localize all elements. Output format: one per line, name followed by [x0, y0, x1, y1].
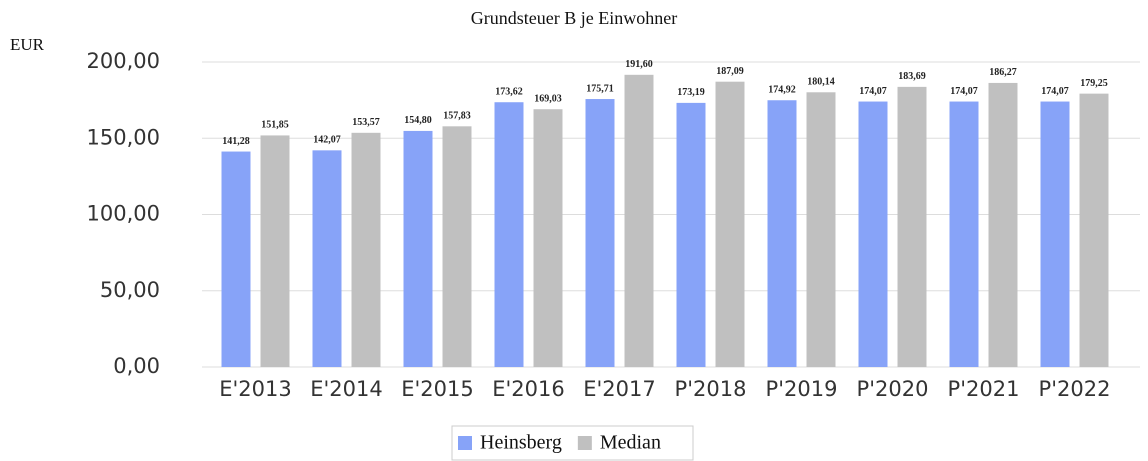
bar — [442, 126, 472, 367]
bar — [221, 151, 251, 367]
legend-box — [451, 425, 694, 461]
value-label: 174,92 — [768, 85, 796, 96]
bar — [715, 81, 745, 368]
value-label: 151,85 — [261, 120, 289, 131]
legend-label: Heinsberg — [480, 432, 562, 454]
value-label: 179,25 — [1080, 78, 1108, 89]
value-label: 175,71 — [586, 83, 614, 94]
bar — [533, 109, 563, 367]
y-tick-label: 200,00 — [87, 49, 160, 73]
x-tick-label: P'2021 — [948, 377, 1020, 401]
value-label: 174,07 — [950, 86, 978, 97]
value-label: 173,62 — [495, 87, 523, 98]
bar — [897, 86, 927, 368]
bar — [858, 101, 888, 368]
x-tick-label: E'2015 — [401, 377, 474, 401]
bar — [403, 130, 433, 367]
value-label: 142,07 — [313, 135, 341, 146]
x-tick-label: P'2020 — [857, 377, 929, 401]
bar — [494, 102, 524, 368]
value-label: 169,03 — [534, 94, 562, 105]
bar — [767, 100, 797, 367]
x-tick-label: P'2022 — [1039, 377, 1111, 401]
value-label: 153,57 — [352, 117, 380, 128]
bar — [312, 150, 342, 367]
y-tick-label: 0,00 — [113, 354, 160, 378]
legend-label: Median — [600, 432, 661, 454]
y-tick-label: 150,00 — [87, 125, 160, 149]
legend-swatch — [577, 436, 592, 450]
value-label: 173,19 — [677, 87, 705, 98]
value-label: 186,27 — [989, 67, 1017, 78]
y-tick-label: 50,00 — [100, 278, 160, 302]
y-tick-label: 100,00 — [87, 202, 160, 226]
value-label: 174,07 — [1041, 86, 1069, 97]
y-axis-label: EUR — [10, 35, 45, 54]
legend-swatch — [458, 436, 472, 450]
bar — [260, 135, 290, 367]
bar — [624, 74, 654, 367]
bar — [806, 92, 836, 367]
bar — [988, 82, 1018, 368]
value-label: 191,60 — [625, 59, 653, 70]
value-label: 183,69 — [898, 71, 926, 82]
bar — [585, 99, 615, 368]
x-tick-label: E'2016 — [492, 377, 565, 401]
x-tick-label: E'2017 — [583, 377, 656, 401]
bar — [676, 102, 706, 367]
bar — [351, 132, 381, 367]
x-tick-label: P'2018 — [675, 377, 747, 401]
value-label: 154,80 — [404, 115, 432, 126]
bar — [1040, 101, 1070, 368]
value-label: 180,14 — [807, 77, 835, 88]
x-tick-label: P'2019 — [766, 377, 838, 401]
value-label: 157,83 — [443, 111, 471, 122]
value-label: 187,09 — [716, 66, 744, 77]
value-label: 174,07 — [859, 86, 887, 97]
x-tick-label: E'2013 — [219, 377, 292, 401]
x-tick-label: E'2014 — [310, 377, 383, 401]
bar — [949, 101, 979, 368]
chart-title: Grundsteuer B je Einwohner — [471, 8, 677, 28]
bar — [1079, 93, 1109, 368]
value-label: 141,28 — [222, 136, 250, 147]
